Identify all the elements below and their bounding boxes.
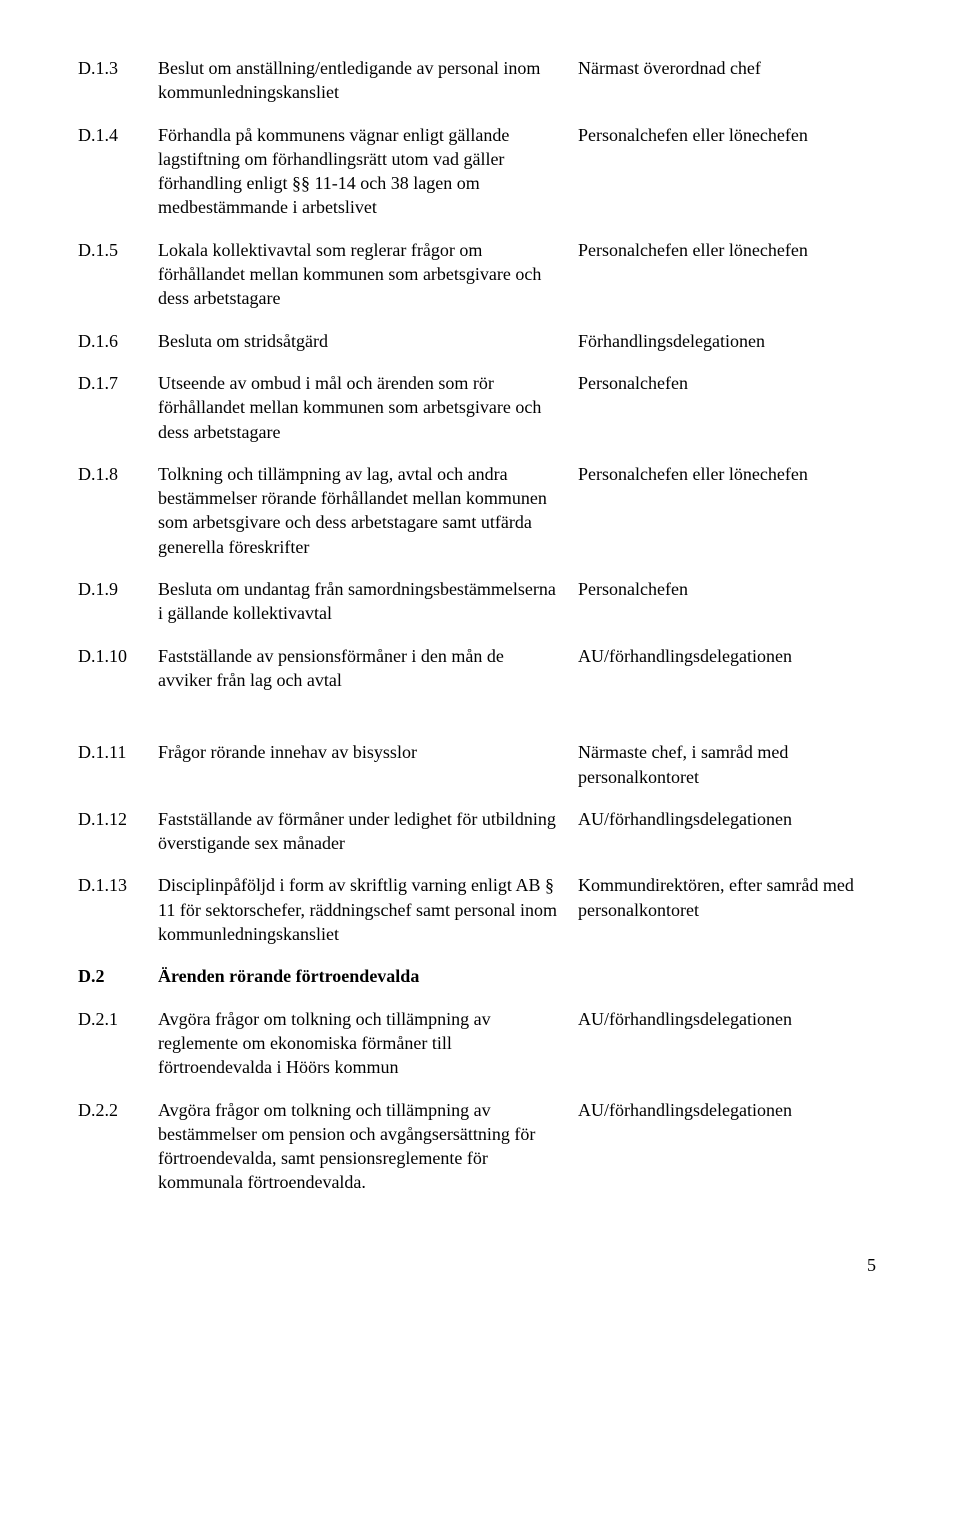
- row-description: Fastställande av pensionsförmåner i den …: [158, 644, 570, 693]
- row-description: Avgöra frågor om tolkning och tillämpnin…: [158, 1007, 570, 1080]
- table-row: D.1.5 Lokala kollektivavtal som reglerar…: [78, 238, 882, 311]
- row-number: D.1.9: [78, 577, 158, 601]
- row-description: Frågor rörande innehav av bisysslor: [158, 740, 570, 764]
- row-right: AU/förhandlingsdelegationen: [570, 1007, 882, 1031]
- table-row: D.1.7 Utseende av ombud i mål och ärende…: [78, 371, 882, 444]
- row-number: D.1.6: [78, 329, 158, 353]
- row-number: D.1.5: [78, 238, 158, 262]
- row-description: Besluta om undantag från samordningsbest…: [158, 577, 570, 626]
- document-page: D.1.3 Beslut om anställning/entledigande…: [0, 0, 960, 1316]
- row-number: D.1.7: [78, 371, 158, 395]
- row-right: Kommundirektören, efter samråd med perso…: [570, 873, 882, 922]
- table-row: D.1.13 Disciplinpåföljd i form av skrift…: [78, 873, 882, 946]
- row-description: Beslut om anställning/entledigande av pe…: [158, 56, 570, 105]
- row-right: Förhandlingsdelegationen: [570, 329, 882, 353]
- row-number: D.1.4: [78, 123, 158, 147]
- rows-block-1: D.1.3 Beslut om anställning/entledigande…: [78, 56, 882, 692]
- row-right: AU/förhandlingsdelegationen: [570, 1098, 882, 1122]
- row-description: Utseende av ombud i mål och ärenden som …: [158, 371, 570, 444]
- row-number: D.1.10: [78, 644, 158, 668]
- row-description: Fastställande av förmåner under ledighet…: [158, 807, 570, 856]
- table-row: D.1.3 Beslut om anställning/entledigande…: [78, 56, 882, 105]
- row-number: D.1.3: [78, 56, 158, 80]
- page-number: 5: [78, 1255, 882, 1276]
- row-description: Disciplinpåföljd i form av skriftlig var…: [158, 873, 570, 946]
- table-row: D.2.2 Avgöra frågor om tolkning och till…: [78, 1098, 882, 1195]
- table-row: D.1.11 Frågor rörande innehav av bisyssl…: [78, 740, 882, 789]
- table-row: D.2 Ärenden rörande förtroendevalda: [78, 964, 882, 988]
- row-number: D.1.8: [78, 462, 158, 486]
- row-number: D.1.12: [78, 807, 158, 831]
- row-number: D.2.1: [78, 1007, 158, 1031]
- row-right: Personalchefen: [570, 371, 882, 395]
- row-right: AU/förhandlingsdelegationen: [570, 807, 882, 831]
- table-row: D.1.9 Besluta om undantag från samordnin…: [78, 577, 882, 626]
- row-number: D.1.11: [78, 740, 158, 764]
- table-row: D.1.12 Fastställande av förmåner under l…: [78, 807, 882, 856]
- row-description: Förhandla på kommunens vägnar enligt gäl…: [158, 123, 570, 220]
- row-right: Personalchefen eller lönechefen: [570, 123, 882, 147]
- row-number: D.1.13: [78, 873, 158, 897]
- row-description: Besluta om stridsåtgärd: [158, 329, 570, 353]
- row-description: Avgöra frågor om tolkning och tillämpnin…: [158, 1098, 570, 1195]
- row-right: Närmast överordnad chef: [570, 56, 882, 80]
- table-row: D.1.8 Tolkning och tillämpning av lag, a…: [78, 462, 882, 559]
- spacer: [78, 710, 882, 740]
- row-description: Tolkning och tillämpning av lag, avtal o…: [158, 462, 570, 559]
- row-right: Närmaste chef, i samråd med personalkont…: [570, 740, 882, 789]
- rows-block-2: D.1.11 Frågor rörande innehav av bisyssl…: [78, 740, 882, 1194]
- row-right: Personalchefen: [570, 577, 882, 601]
- table-row: D.2.1 Avgöra frågor om tolkning och till…: [78, 1007, 882, 1080]
- table-row: D.1.6 Besluta om stridsåtgärd Förhandlin…: [78, 329, 882, 353]
- row-number: D.2: [78, 964, 158, 988]
- table-row: D.1.10 Fastställande av pensionsförmåner…: [78, 644, 882, 693]
- table-row: D.1.4 Förhandla på kommunens vägnar enli…: [78, 123, 882, 220]
- row-right: Personalchefen eller lönechefen: [570, 238, 882, 262]
- row-description: Lokala kollektivavtal som reglerar frågo…: [158, 238, 570, 311]
- row-number: D.2.2: [78, 1098, 158, 1122]
- row-description: Ärenden rörande förtroendevalda: [158, 964, 570, 988]
- row-right: Personalchefen eller lönechefen: [570, 462, 882, 486]
- row-right: AU/förhandlingsdelegationen: [570, 644, 882, 668]
